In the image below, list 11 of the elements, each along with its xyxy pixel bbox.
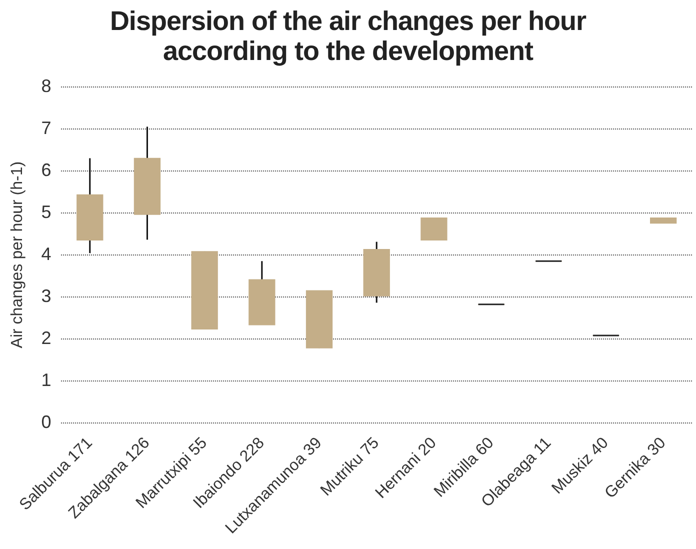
- y-tick-label: 7: [41, 118, 52, 138]
- y-tick-label: 0: [41, 412, 52, 432]
- chart-title: Dispersion of the air changes per hour according to the development: [108, 6, 588, 66]
- y-tick-label: 4: [41, 244, 52, 264]
- y-tick-label: 6: [41, 160, 52, 180]
- y-tick-label: 8: [41, 76, 52, 96]
- y-axis-title: Air changes per hour (h-1): [9, 161, 26, 348]
- y-tick-label: 3: [41, 286, 52, 306]
- y-tick-label: 5: [41, 202, 52, 222]
- y-tick-label: 1: [41, 370, 52, 390]
- y-tick-label: 2: [41, 328, 52, 348]
